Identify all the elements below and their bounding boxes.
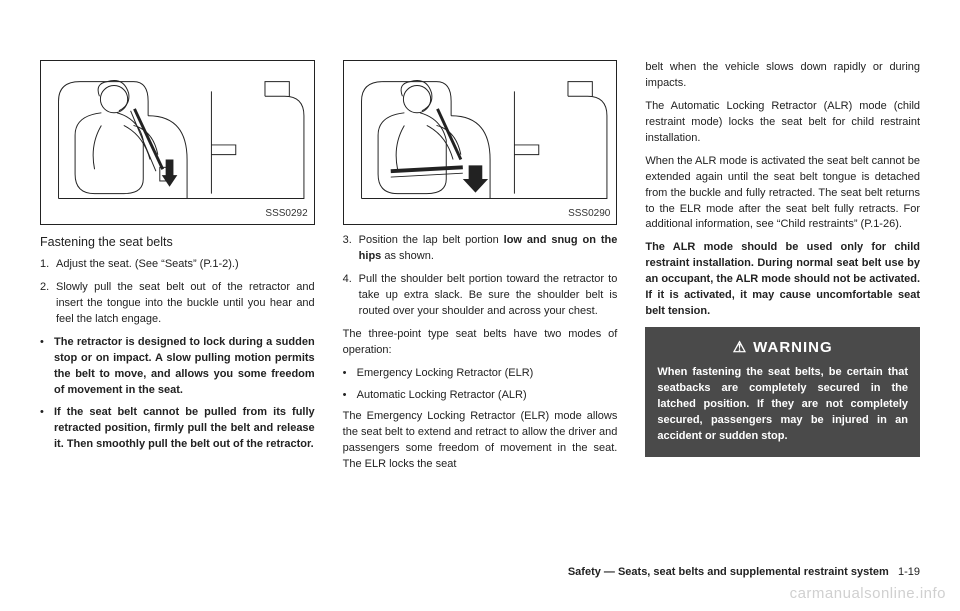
warning-triangle-icon: ⚠ (733, 337, 747, 359)
bullet-icon: • (343, 366, 357, 382)
paragraph: belt when the vehicle slows down rapidly… (645, 60, 920, 92)
list-item: • If the seat belt cannot be pulled from… (40, 405, 315, 453)
step-text: Pull the shoulder belt portion toward th… (359, 272, 618, 320)
bullet-icon: • (40, 405, 54, 453)
list-item: • Emergency Locking Retractor (ELR) (343, 366, 618, 382)
step-number: 1. (40, 257, 56, 273)
warning-box: ⚠ WARNING When fastening the seat belts, … (645, 327, 920, 456)
paragraph: The Automatic Locking Retractor (ALR) mo… (645, 99, 920, 147)
bullet-icon: • (40, 335, 54, 399)
step-text: Position the lap belt portion low and sn… (359, 233, 618, 265)
warning-body: When fastening the seat belts, be certai… (657, 365, 908, 445)
figure-code-2: SSS0290 (568, 207, 610, 222)
elr-description: The Emergency Locking Retractor (ELR) mo… (343, 409, 618, 473)
page-number: 1-19 (898, 566, 920, 578)
figure-fasten-insert: SSS0292 (40, 60, 315, 225)
modes-list: • Emergency Locking Retractor (ELR) • Au… (343, 366, 618, 404)
figure-code-1: SSS0292 (265, 207, 307, 222)
text-fragment: as shown. (381, 250, 434, 262)
text-fragment: Position the lap belt portion (359, 234, 504, 246)
list-item: 1. Adjust the seat. (See “Seats” (P.1-2)… (40, 257, 315, 273)
seatbelt-illustration-1 (41, 61, 314, 224)
list-item: 2. Slowly pull the seat belt out of the … (40, 280, 315, 328)
figure-fasten-lap: SSS0290 (343, 60, 618, 225)
column-1: SSS0292 Fastening the seat belts 1. Adju… (40, 60, 315, 480)
note-text: The retractor is designed to lock during… (54, 335, 315, 399)
list-item: 3. Position the lap belt portion low and… (343, 233, 618, 265)
modes-intro: The three-point type seat belts have two… (343, 327, 618, 359)
fastening-steps-3-4: 3. Position the lap belt portion low and… (343, 233, 618, 320)
step-number: 2. (40, 280, 56, 328)
mode-text: Emergency Locking Retractor (ELR) (357, 366, 618, 382)
step-text: Adjust the seat. (See “Seats” (P.1-2).) (56, 257, 315, 273)
subheading-fastening: Fastening the seat belts (40, 233, 315, 251)
list-item: 4. Pull the shoulder belt portion toward… (343, 272, 618, 320)
warning-title: ⚠ WARNING (657, 337, 908, 359)
fastening-steps-1-2: 1. Adjust the seat. (See “Seats” (P.1-2)… (40, 257, 315, 328)
warning-label: WARNING (753, 339, 833, 356)
step-text: Slowly pull the seat belt out of the ret… (56, 280, 315, 328)
page-footer: Safety — Seats, seat belts and supplemen… (568, 565, 920, 581)
seatbelt-illustration-2 (344, 61, 617, 224)
paragraph-emphasis: The ALR mode should be used only for chi… (645, 240, 920, 320)
list-item: • The retractor is designed to lock duri… (40, 335, 315, 399)
column-2: SSS0290 3. Position the lap belt portion… (343, 60, 618, 480)
paragraph: When the ALR mode is activated the seat … (645, 154, 920, 234)
section-title: Safety — Seats, seat belts and supplemen… (568, 566, 889, 578)
list-item: • Automatic Locking Retractor (ALR) (343, 388, 618, 404)
step-number: 4. (343, 272, 359, 320)
bullet-icon: • (343, 388, 357, 404)
step-number: 3. (343, 233, 359, 265)
watermark: carmanualsonline.info (790, 583, 946, 605)
mode-text: Automatic Locking Retractor (ALR) (357, 388, 618, 404)
fastening-notes: • The retractor is designed to lock duri… (40, 335, 315, 453)
note-text: If the seat belt cannot be pulled from i… (54, 405, 315, 453)
column-3: belt when the vehicle slows down rapidly… (645, 60, 920, 480)
